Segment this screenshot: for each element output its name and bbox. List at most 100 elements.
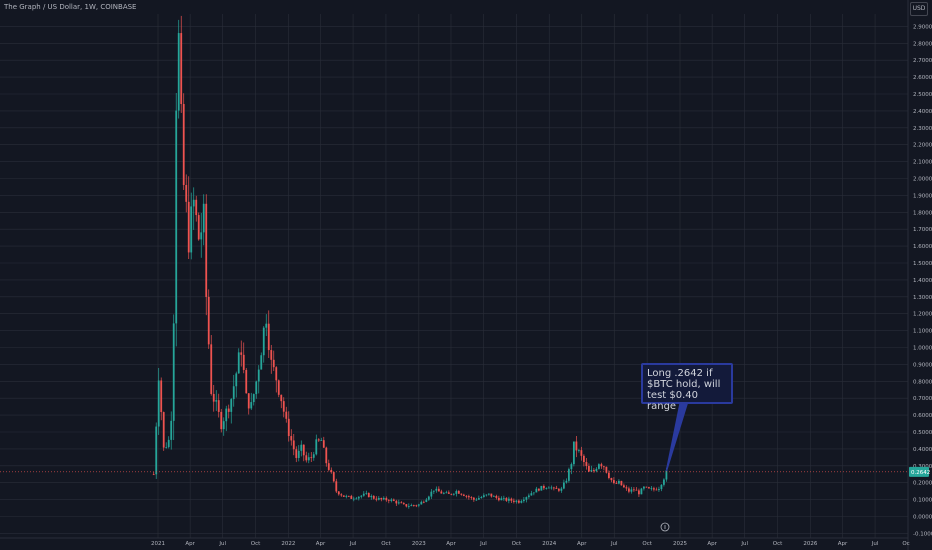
candle-body xyxy=(407,506,410,507)
candle-body xyxy=(337,491,340,495)
candle-body xyxy=(547,487,550,489)
candle-body xyxy=(372,495,375,499)
candle-body xyxy=(277,380,280,395)
candle-body xyxy=(633,489,635,491)
candle-body xyxy=(247,393,250,409)
candle-body xyxy=(300,444,303,451)
candle-body xyxy=(367,492,370,498)
candle-body xyxy=(177,33,180,111)
candle-body xyxy=(665,470,668,480)
candle-body xyxy=(515,500,518,502)
candle-body xyxy=(317,439,320,441)
chart-title: The Graph / US Dollar, 1W, COINBASE xyxy=(4,3,137,11)
candle-body xyxy=(455,491,458,494)
candle-body xyxy=(648,487,650,489)
candle-body xyxy=(520,501,523,503)
candle-body xyxy=(580,450,583,456)
candle-body xyxy=(207,296,210,345)
candle-body xyxy=(327,463,330,470)
candle-body xyxy=(390,499,393,501)
candle-body xyxy=(552,487,555,489)
candle-body xyxy=(467,496,470,498)
candle-body xyxy=(400,502,403,504)
candle-body xyxy=(362,493,365,496)
y-tick-label: 2.1000 xyxy=(913,160,932,166)
candle-body xyxy=(465,495,468,497)
candle-body xyxy=(192,199,195,207)
candle-body xyxy=(560,488,563,491)
candle-body xyxy=(417,504,420,506)
x-tick-label: Oct xyxy=(251,541,261,547)
candle-body xyxy=(345,495,348,497)
candle-body xyxy=(250,402,253,409)
candle-body xyxy=(322,440,325,448)
candle-body xyxy=(330,469,333,473)
candle-body xyxy=(527,495,530,498)
y-tick-label: 2.2000 xyxy=(913,143,932,149)
candle-body xyxy=(175,110,178,324)
candle-body xyxy=(220,411,223,430)
x-tick-label: Apr xyxy=(838,541,848,547)
candle-body xyxy=(643,486,645,489)
candle-body xyxy=(525,497,528,500)
candle-body xyxy=(570,464,573,470)
candle-body xyxy=(230,399,233,412)
candle-body xyxy=(262,327,265,356)
x-tick-label: 2025 xyxy=(673,541,687,547)
candle-body xyxy=(410,505,413,507)
y-tick-label: 1.7000 xyxy=(913,227,932,233)
candle-body xyxy=(202,203,205,233)
candle-body xyxy=(505,497,508,501)
candle-body xyxy=(307,457,310,461)
candle-body xyxy=(257,369,260,382)
candle-body xyxy=(442,492,445,494)
candle-body xyxy=(640,488,643,495)
y-tick-label: 2.0000 xyxy=(913,177,932,183)
last-price-tag xyxy=(909,466,929,477)
candle-body xyxy=(377,498,380,500)
candle-body xyxy=(475,499,478,501)
candle-body xyxy=(537,488,540,491)
candle-body xyxy=(387,500,390,501)
candle-body xyxy=(635,489,638,491)
candle-body xyxy=(170,420,173,440)
candle-body xyxy=(435,488,438,491)
candle-body xyxy=(402,503,405,505)
chart-overlays: 0.2642 xyxy=(0,403,930,532)
candle-body xyxy=(602,466,605,468)
candle-body xyxy=(355,498,358,500)
candle-body xyxy=(618,480,620,484)
y-tick-label: 1.8000 xyxy=(913,210,932,216)
candle-body xyxy=(167,439,170,448)
candle-body xyxy=(597,464,600,469)
candle-body xyxy=(360,495,363,497)
candle-body xyxy=(507,498,510,501)
candle-body xyxy=(532,492,535,494)
candle-body xyxy=(555,487,558,489)
candle-body xyxy=(340,494,343,496)
candle-body xyxy=(295,449,298,458)
currency-button[interactable]: USD xyxy=(910,2,928,16)
candle-body xyxy=(542,485,545,489)
candle-body xyxy=(242,354,245,370)
last-price-value: 0.2642 xyxy=(911,470,930,476)
x-tick-label: Oct xyxy=(512,541,522,547)
candle-body xyxy=(653,488,655,490)
candle-body xyxy=(432,490,435,492)
candle-body xyxy=(572,441,575,465)
candle-body xyxy=(420,501,423,505)
candle-body xyxy=(482,495,485,498)
y-tick-label: 0.4000 xyxy=(913,447,932,453)
candle-body xyxy=(275,367,278,381)
candle-body xyxy=(180,33,183,105)
candle-body xyxy=(610,478,613,481)
candle-body xyxy=(357,496,360,499)
candle-body xyxy=(352,498,355,500)
callout-annotation[interactable]: Long .2642 if $BTC hold, will test $0.40… xyxy=(641,363,733,412)
y-tick-label: 0.5000 xyxy=(913,430,932,436)
candle-body xyxy=(155,426,158,475)
candle-body xyxy=(305,455,308,461)
candle-body xyxy=(370,495,373,498)
candle-body xyxy=(655,489,658,491)
